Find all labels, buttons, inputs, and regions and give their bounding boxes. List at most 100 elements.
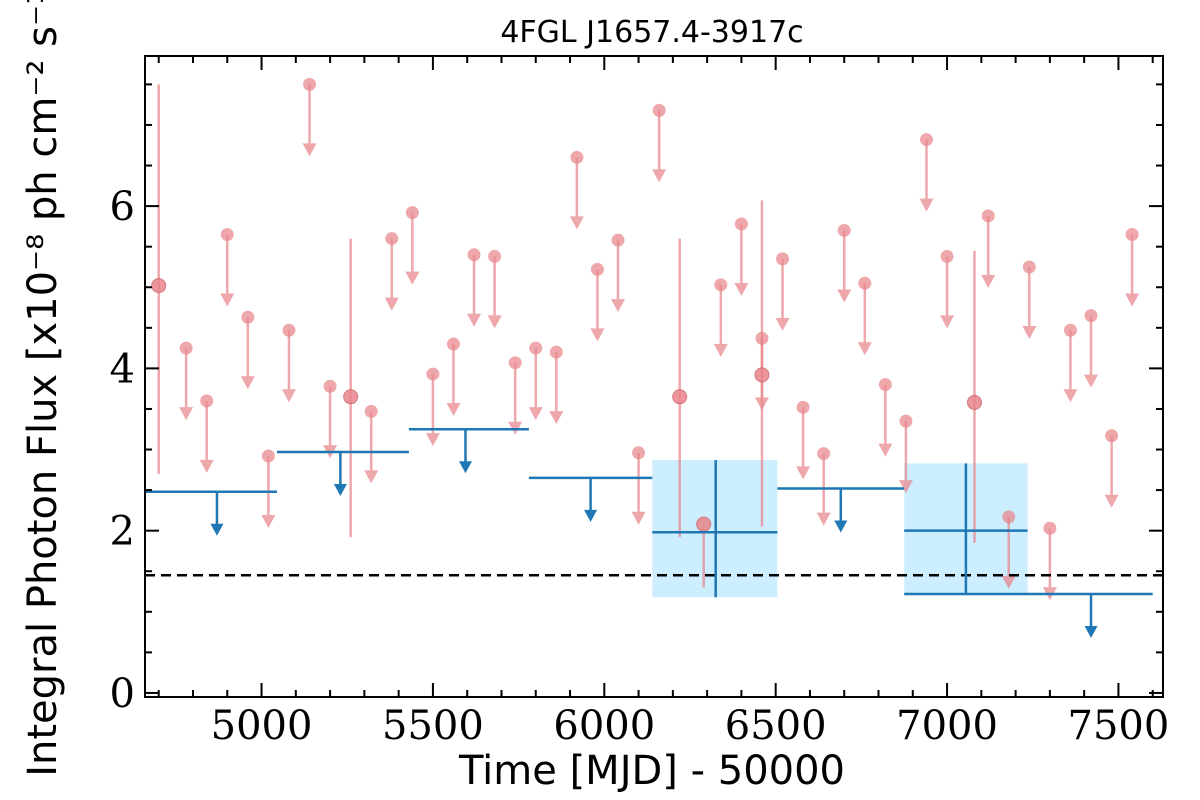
short-upper-limit-point [919,133,933,147]
short-upper-limit-arrow [467,254,482,327]
short-upper-limit-arrow-head [631,511,646,525]
long-upper-limit-arrow-head [333,483,347,496]
y-tick-label: 2 [110,509,135,555]
short-upper-limit-arrow [1022,266,1037,339]
short-upper-limit-arrow-head [487,315,502,329]
short-upper-limit-point [652,103,666,117]
short-upper-limit-arrow-head [446,403,461,417]
short-upper-limit-arrow [878,384,893,457]
y-tick-label: 6 [110,184,135,230]
short-upper-limit-arrow-head [528,407,543,421]
short-detection-point [672,389,688,405]
short-upper-limit-point [1063,323,1077,337]
short-upper-limit-arrow [240,317,255,390]
short-upper-limit-arrow-head [796,466,811,480]
short-upper-limit-arrow [713,284,728,357]
short-bin-series [151,77,1140,601]
short-upper-limit-point [282,323,296,337]
short-upper-limit-arrow [425,374,440,447]
short-upper-limit-arrow [816,453,831,526]
short-upper-limit-point [508,356,522,370]
short-upper-limit-arrow-head [611,299,626,313]
short-upper-limit-arrow-head [1084,374,1099,388]
short-upper-limit-arrow [508,362,523,435]
short-upper-limit-point [981,209,995,223]
short-upper-limit-point [796,400,810,414]
short-upper-limit-arrow-head [837,289,852,303]
long-upper-limit-arrow-head [210,523,224,536]
short-upper-limit-point [549,345,563,359]
short-upper-limit-point [1084,309,1098,323]
long-upper-limit-arrow-head [458,461,472,474]
short-upper-limit-arrow [837,230,852,303]
long-bin-series [145,427,1153,638]
short-upper-limit-point [858,276,872,290]
long-upper-limit-arrow [1084,593,1098,638]
x-tick-label: 5000 [211,703,313,749]
short-upper-limit-point [878,378,892,392]
short-upper-limit-arrow-head [1001,575,1016,589]
short-upper-limit-arrow-head [898,480,913,494]
x-tick-label: 6500 [725,703,827,749]
short-upper-limit-arrow-head [467,313,482,327]
short-upper-limit-arrow-head [857,342,872,356]
short-upper-limit-arrow-head [384,297,399,311]
short-upper-limit-point [776,252,790,266]
short-upper-limit-arrow-head [981,274,996,288]
short-upper-limit-arrow-head [775,317,790,331]
short-upper-limit-arrow [652,110,667,183]
short-upper-limit-arrow-head [652,169,667,183]
short-upper-limit-point [734,217,748,231]
short-upper-limit-arrow-head [590,328,605,342]
short-upper-limit-point [611,233,625,247]
short-upper-limit-arrow-head [734,282,749,296]
short-upper-limit-point [467,248,481,262]
long-upper-limit-arrow-head [584,509,598,522]
short-upper-limit-arrow-head [179,407,194,421]
long-upper-limit-arrow [333,451,347,496]
axis-ticks: 5000 5500 6000 6500 7000 7500 0 2 4 6 [110,56,1170,749]
short-upper-limit-point [1043,521,1057,535]
short-upper-limit-arrow [323,386,338,459]
short-upper-limit-arrow [364,411,379,484]
y-tick-label: 0 [110,671,135,717]
short-upper-limit-point [570,150,584,164]
short-upper-limit-arrow-head [549,411,564,425]
x-tick-label: 7500 [1068,703,1170,749]
short-upper-limit-arrow [857,283,872,356]
short-upper-limit-point [220,228,234,242]
short-upper-limit-arrow [281,330,296,403]
short-upper-limit-arrow-head [878,443,893,457]
short-upper-limit-arrow [261,456,276,529]
plot-frame [144,55,1164,698]
short-upper-limit-arrow [898,421,913,494]
short-upper-limit-arrow [775,258,790,331]
short-upper-limit-point [590,262,604,276]
short-upper-limit-arrow [199,400,214,473]
short-upper-limit-arrow-head [1063,389,1078,403]
y-axis-label: Integral Photon Flux [x10⁻⁸ ph cm⁻² s⁻¹] [20,0,66,777]
short-upper-limit-point [632,446,646,460]
long-upper-limit-arrow-head [834,520,848,533]
short-upper-limit-arrow [1063,330,1078,403]
short-upper-limit-arrow [569,157,584,230]
short-upper-limit-arrow-head [940,315,955,329]
short-upper-limit-arrow-head [364,470,379,484]
short-detection-point [343,389,359,405]
long-upper-limit-arrow [210,491,224,536]
short-upper-limit-arrow [796,407,811,480]
short-upper-limit-arrow-head [199,459,214,473]
short-upper-limit-arrow-head [1022,325,1037,339]
short-upper-limit-arrow [981,215,996,288]
chart-title: 4FGL J1657.4-3917c [500,15,803,50]
short-upper-limit-arrow-head [240,376,255,390]
short-upper-limit-arrow [940,256,955,329]
short-upper-limit-point [940,249,954,263]
short-upper-limit-arrow [1042,528,1057,601]
short-upper-limit-point [837,223,851,237]
short-upper-limit-arrow [590,269,605,342]
short-upper-limit-arrow [220,234,235,307]
short-upper-limit-point [817,447,831,461]
short-upper-limit-arrow [1125,234,1140,307]
